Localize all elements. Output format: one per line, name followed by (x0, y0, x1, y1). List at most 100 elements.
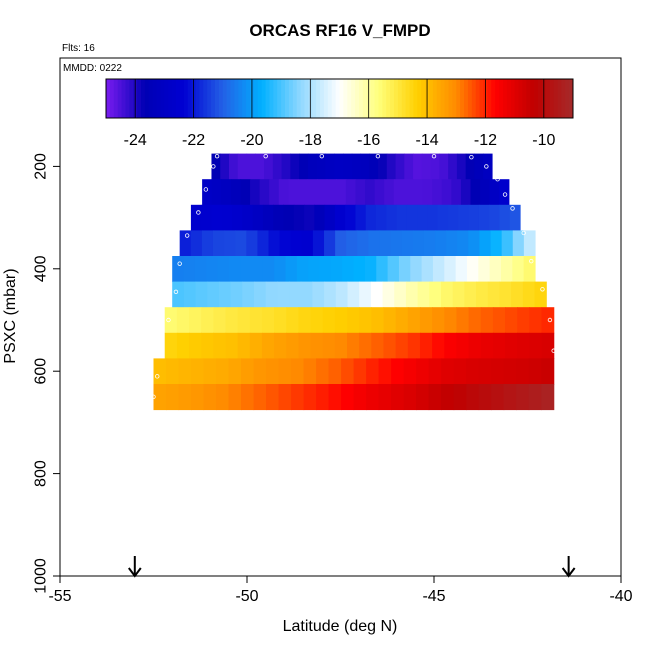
heatmap-cell (384, 179, 395, 206)
heatmap-cell (304, 204, 315, 231)
heatmap-cell (299, 153, 309, 180)
heatmap-cell (255, 153, 265, 180)
flight-track-point (521, 230, 526, 236)
colorbar-tick-label: -12 (474, 132, 497, 149)
mmdd-annotation: MMDD: 0222 (63, 63, 122, 74)
heatmap-cell (201, 332, 214, 359)
heatmap-cell (523, 256, 536, 283)
colorbar-swatch (246, 79, 251, 118)
heatmap-cell (407, 332, 421, 359)
colorbar-swatch (351, 79, 356, 118)
flight-track (151, 153, 564, 399)
x-tick-label: -55 (48, 588, 71, 605)
colorbar-swatch (257, 79, 263, 118)
heatmap-cell (266, 358, 280, 385)
heatmap-cell (437, 204, 449, 231)
colorbar-swatch (176, 79, 181, 118)
colorbar-swatch (537, 79, 543, 118)
colorbar-swatch (475, 79, 481, 118)
colorbar-swatch (292, 79, 298, 118)
colorbar-swatch (378, 79, 383, 118)
heatmap-cell (470, 179, 481, 206)
heatmap-cell (453, 384, 467, 411)
colorbar-swatch (195, 79, 200, 118)
heatmap-cell (278, 358, 292, 385)
heatmap-cell (503, 384, 517, 411)
heatmap-cell (249, 332, 263, 359)
heatmap-cell (359, 307, 372, 334)
colorbar-swatch (261, 79, 267, 118)
flight-track-point (529, 258, 534, 264)
colorbar-swatch (545, 79, 551, 118)
heatmap-cell (435, 230, 447, 257)
heatmap-cell (228, 256, 241, 283)
heatmap-cell (441, 358, 455, 385)
colorbar-tick-label: -16 (357, 132, 380, 149)
heatmap-cell (534, 281, 547, 308)
heatmap-cell (246, 230, 258, 257)
chart-subtitle: Flts: 16 (62, 43, 95, 54)
heatmap-cell (221, 179, 232, 206)
heatmap-cell (300, 281, 314, 308)
colorbar-swatch (565, 79, 570, 118)
heatmap-cell (230, 281, 243, 308)
heatmap-cell (265, 281, 278, 308)
colorbar-swatch (253, 79, 259, 118)
heatmap-cell (241, 384, 255, 411)
heatmap-cell (413, 153, 423, 180)
heatmap-cell (201, 307, 214, 334)
heatmap-cell (201, 230, 214, 257)
heatmap-cell (189, 332, 202, 359)
heatmap-cell (512, 256, 525, 283)
heatmap-cell (221, 204, 233, 231)
colorbar-swatch (448, 79, 453, 118)
heatmap-cell (403, 179, 414, 206)
heatmap-cell (432, 307, 445, 334)
heatmap-cell (211, 153, 221, 180)
colorbar-swatch (265, 79, 270, 118)
heatmap-cell (439, 153, 449, 180)
heatmap-cell (274, 307, 287, 334)
heatmap-cell (334, 332, 348, 359)
heatmap-cell (274, 256, 287, 283)
heatmap-cell (178, 384, 192, 411)
colorbar-swatch (144, 79, 150, 118)
y-tick-label: 1000 (33, 558, 50, 594)
heatmap-cell (448, 153, 458, 180)
colorbar-swatch (109, 79, 115, 118)
heatmap-cell (303, 384, 317, 411)
heatmap-cell (466, 384, 480, 411)
colorbar-swatch (277, 79, 282, 118)
heatmap-cell (206, 256, 219, 283)
arrow-head (128, 567, 142, 578)
flight-track-point (469, 154, 474, 160)
heatmap-cell (404, 153, 414, 180)
heatmap-cell (417, 281, 430, 308)
heatmap-cell (441, 281, 454, 308)
heatmap-cell (335, 281, 349, 308)
heatmap-cell (166, 384, 180, 411)
heatmap-cell (499, 179, 510, 206)
flight-track-point (184, 233, 190, 238)
flight-track-point (203, 187, 209, 192)
heatmap-cell (228, 358, 242, 385)
heatmap-cell (202, 179, 213, 206)
heatmap-cell (216, 384, 230, 411)
colorbar-swatch (557, 79, 562, 118)
heatmap-cell (347, 332, 360, 359)
colorbar-swatch (343, 79, 348, 118)
heatmap-cell (293, 204, 305, 231)
heatmap-cell (310, 307, 324, 334)
heatmap-cell (451, 179, 462, 206)
heatmap-cell (191, 358, 205, 385)
heatmap-cell (432, 179, 443, 206)
heatmap-cell (456, 332, 470, 359)
heatmap-cell (528, 384, 542, 411)
colorbar-swatch (285, 79, 290, 118)
colorbar-swatch (117, 79, 123, 118)
colorbar-swatch (506, 79, 512, 118)
colorbar-swatch (362, 79, 368, 118)
heatmap-cell (336, 179, 347, 206)
colorbar-tick-label: -14 (416, 132, 439, 149)
x-axis-label: Latitude (deg N) (283, 618, 398, 635)
